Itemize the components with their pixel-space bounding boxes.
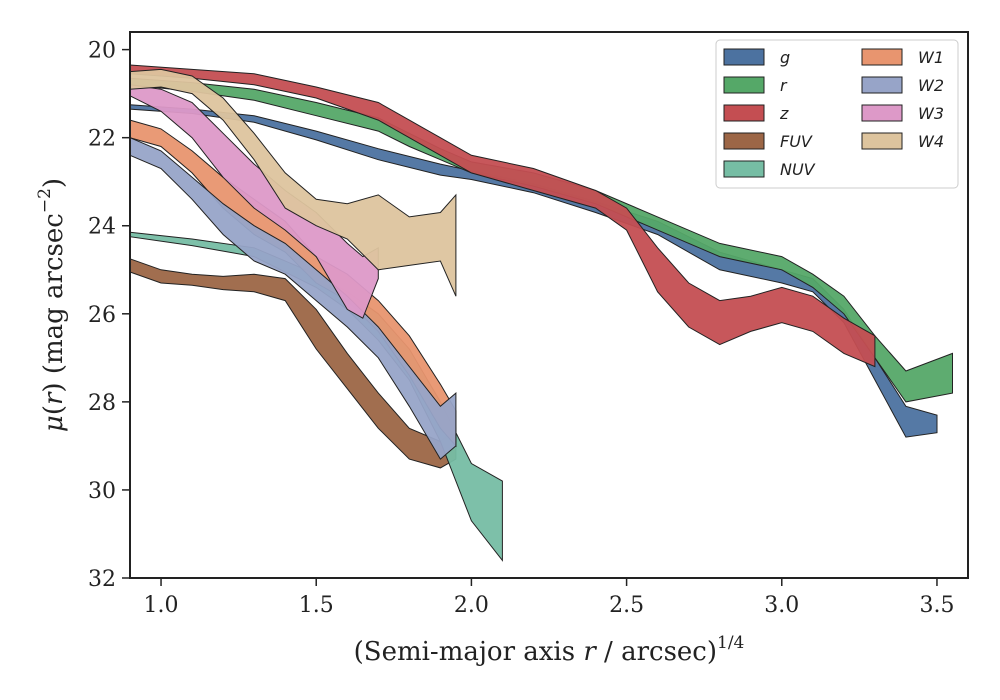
legend-swatch xyxy=(861,132,903,150)
x-tick-label: 1.0 xyxy=(144,593,179,618)
x-tick-label: 3.5 xyxy=(919,593,954,618)
y-tick-label: 20 xyxy=(88,39,116,64)
legend-label: g xyxy=(780,48,790,67)
x-tick-label: 1.5 xyxy=(299,593,334,618)
y-axis-label: μ(r) (mag arcsec−2) xyxy=(35,178,69,432)
legend-label: W4 xyxy=(918,132,944,151)
y-tick-label: 24 xyxy=(88,215,116,240)
x-tick-label: 3.0 xyxy=(764,593,799,618)
legend-swatch xyxy=(861,76,903,94)
x-tick-label: 2.5 xyxy=(609,593,644,618)
legend-label: NUV xyxy=(780,160,816,179)
legend-swatch xyxy=(861,104,903,122)
band-w2 xyxy=(129,136,457,460)
x-axis-label: (Semi-major axis r / arcsec)1/4 xyxy=(354,633,745,667)
legend-swatch xyxy=(723,104,765,122)
legend-swatch xyxy=(861,48,903,66)
band-w4 xyxy=(129,68,457,297)
y-axis: 20 22 24 26 28 30 32 xyxy=(88,39,130,592)
y-tick-label: 32 xyxy=(88,567,116,592)
y-tick-label: 28 xyxy=(88,391,116,416)
band-z xyxy=(129,64,876,368)
legend-swatch xyxy=(723,132,765,150)
band-w3 xyxy=(129,84,379,319)
legend: grz FUV NUV W1 W2 W3 W4 xyxy=(715,39,959,189)
legend-swatch xyxy=(723,76,765,94)
legend-swatch xyxy=(723,160,765,178)
legend-label: z xyxy=(779,104,789,123)
x-tick-label: 2.0 xyxy=(454,593,489,618)
y-tick-label: 26 xyxy=(88,303,116,328)
legend-label: W3 xyxy=(918,104,944,123)
legend-label: r xyxy=(780,76,788,95)
legend-label: W1 xyxy=(918,48,944,67)
profile-bands xyxy=(129,64,953,562)
x-axis: 1.0 1.5 2.0 2.5 3.0 3.5 xyxy=(144,578,954,618)
plot-frame xyxy=(129,31,969,579)
y-tick-label: 22 xyxy=(88,127,116,152)
legend-label: FUV xyxy=(780,132,813,151)
legend-label: W2 xyxy=(918,76,944,95)
legend-swatch xyxy=(723,48,765,66)
y-tick-label: 30 xyxy=(88,479,116,504)
